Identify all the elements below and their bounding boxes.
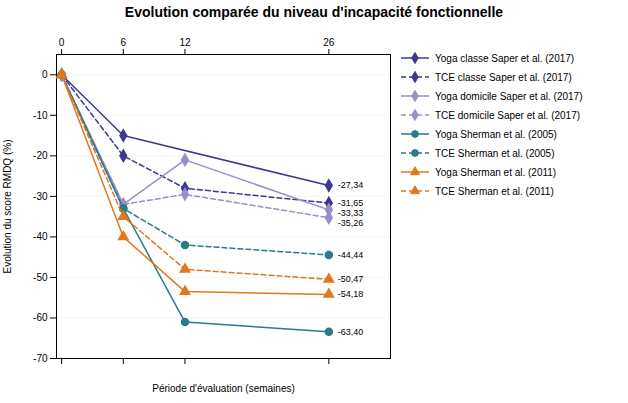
svg-text:-50: -50	[33, 272, 48, 283]
html-text:Yoga Sherman et al. (2005): Yoga Sherman et al. (2005)	[435, 128, 557, 140]
svg-text:-35,26: -35,26	[338, 218, 364, 228]
svg-text:-63,40: -63,40	[338, 327, 364, 337]
svg-text:0: 0	[42, 69, 48, 80]
html-text:Yoga domicile Saper et al. (20: Yoga domicile Saper et al. (2017)	[435, 90, 583, 102]
html-text:TCE Sherman et al. (2005): TCE Sherman et al. (2005)	[435, 147, 555, 159]
html-text:Yoga Sherman et al. (2011): Yoga Sherman et al. (2011)	[435, 166, 557, 178]
html-text:TCE classe Saper et al. (2017): TCE classe Saper et al. (2017)	[435, 71, 572, 83]
html-text:TCE domicile Saper et al. (201: TCE domicile Saper et al. (2017)	[435, 109, 581, 121]
html-text:Evolution comparée du niveau d: Evolution comparée du niveau d'incapacit…	[124, 4, 504, 20]
svg-text:12: 12	[179, 37, 191, 48]
svg-text:-30: -30	[33, 191, 48, 202]
svg-text:Période d'évaluation (semaines: Période d'évaluation (semaines)	[152, 383, 295, 394]
html-text:Yoga classe Saper et al. (2017: Yoga classe Saper et al. (2017)	[435, 52, 575, 64]
svg-text:0: 0	[59, 37, 65, 48]
svg-text:26: 26	[323, 37, 335, 48]
svg-text:-40: -40	[33, 231, 48, 242]
html-text:TCE Sherman et al. (2011): TCE Sherman et al. (2011)	[435, 185, 554, 197]
svg-text:-33,33: -33,33	[338, 208, 364, 218]
svg-text:-44,44: -44,44	[338, 250, 364, 260]
svg-text:6: 6	[121, 37, 127, 48]
svg-text:-70: -70	[33, 353, 48, 364]
svg-text:Evolution du score RMDQ (%): Evolution du score RMDQ (%)	[2, 140, 13, 274]
svg-text:-27,34: -27,34	[338, 180, 364, 190]
svg-text:-50,47: -50,47	[338, 274, 364, 284]
svg-text:-60: -60	[33, 312, 48, 323]
svg-text:-10: -10	[33, 110, 48, 121]
svg-text:-31,65: -31,65	[338, 198, 364, 208]
svg-text:-20: -20	[33, 150, 48, 161]
svg-text:-54,18: -54,18	[338, 289, 364, 299]
